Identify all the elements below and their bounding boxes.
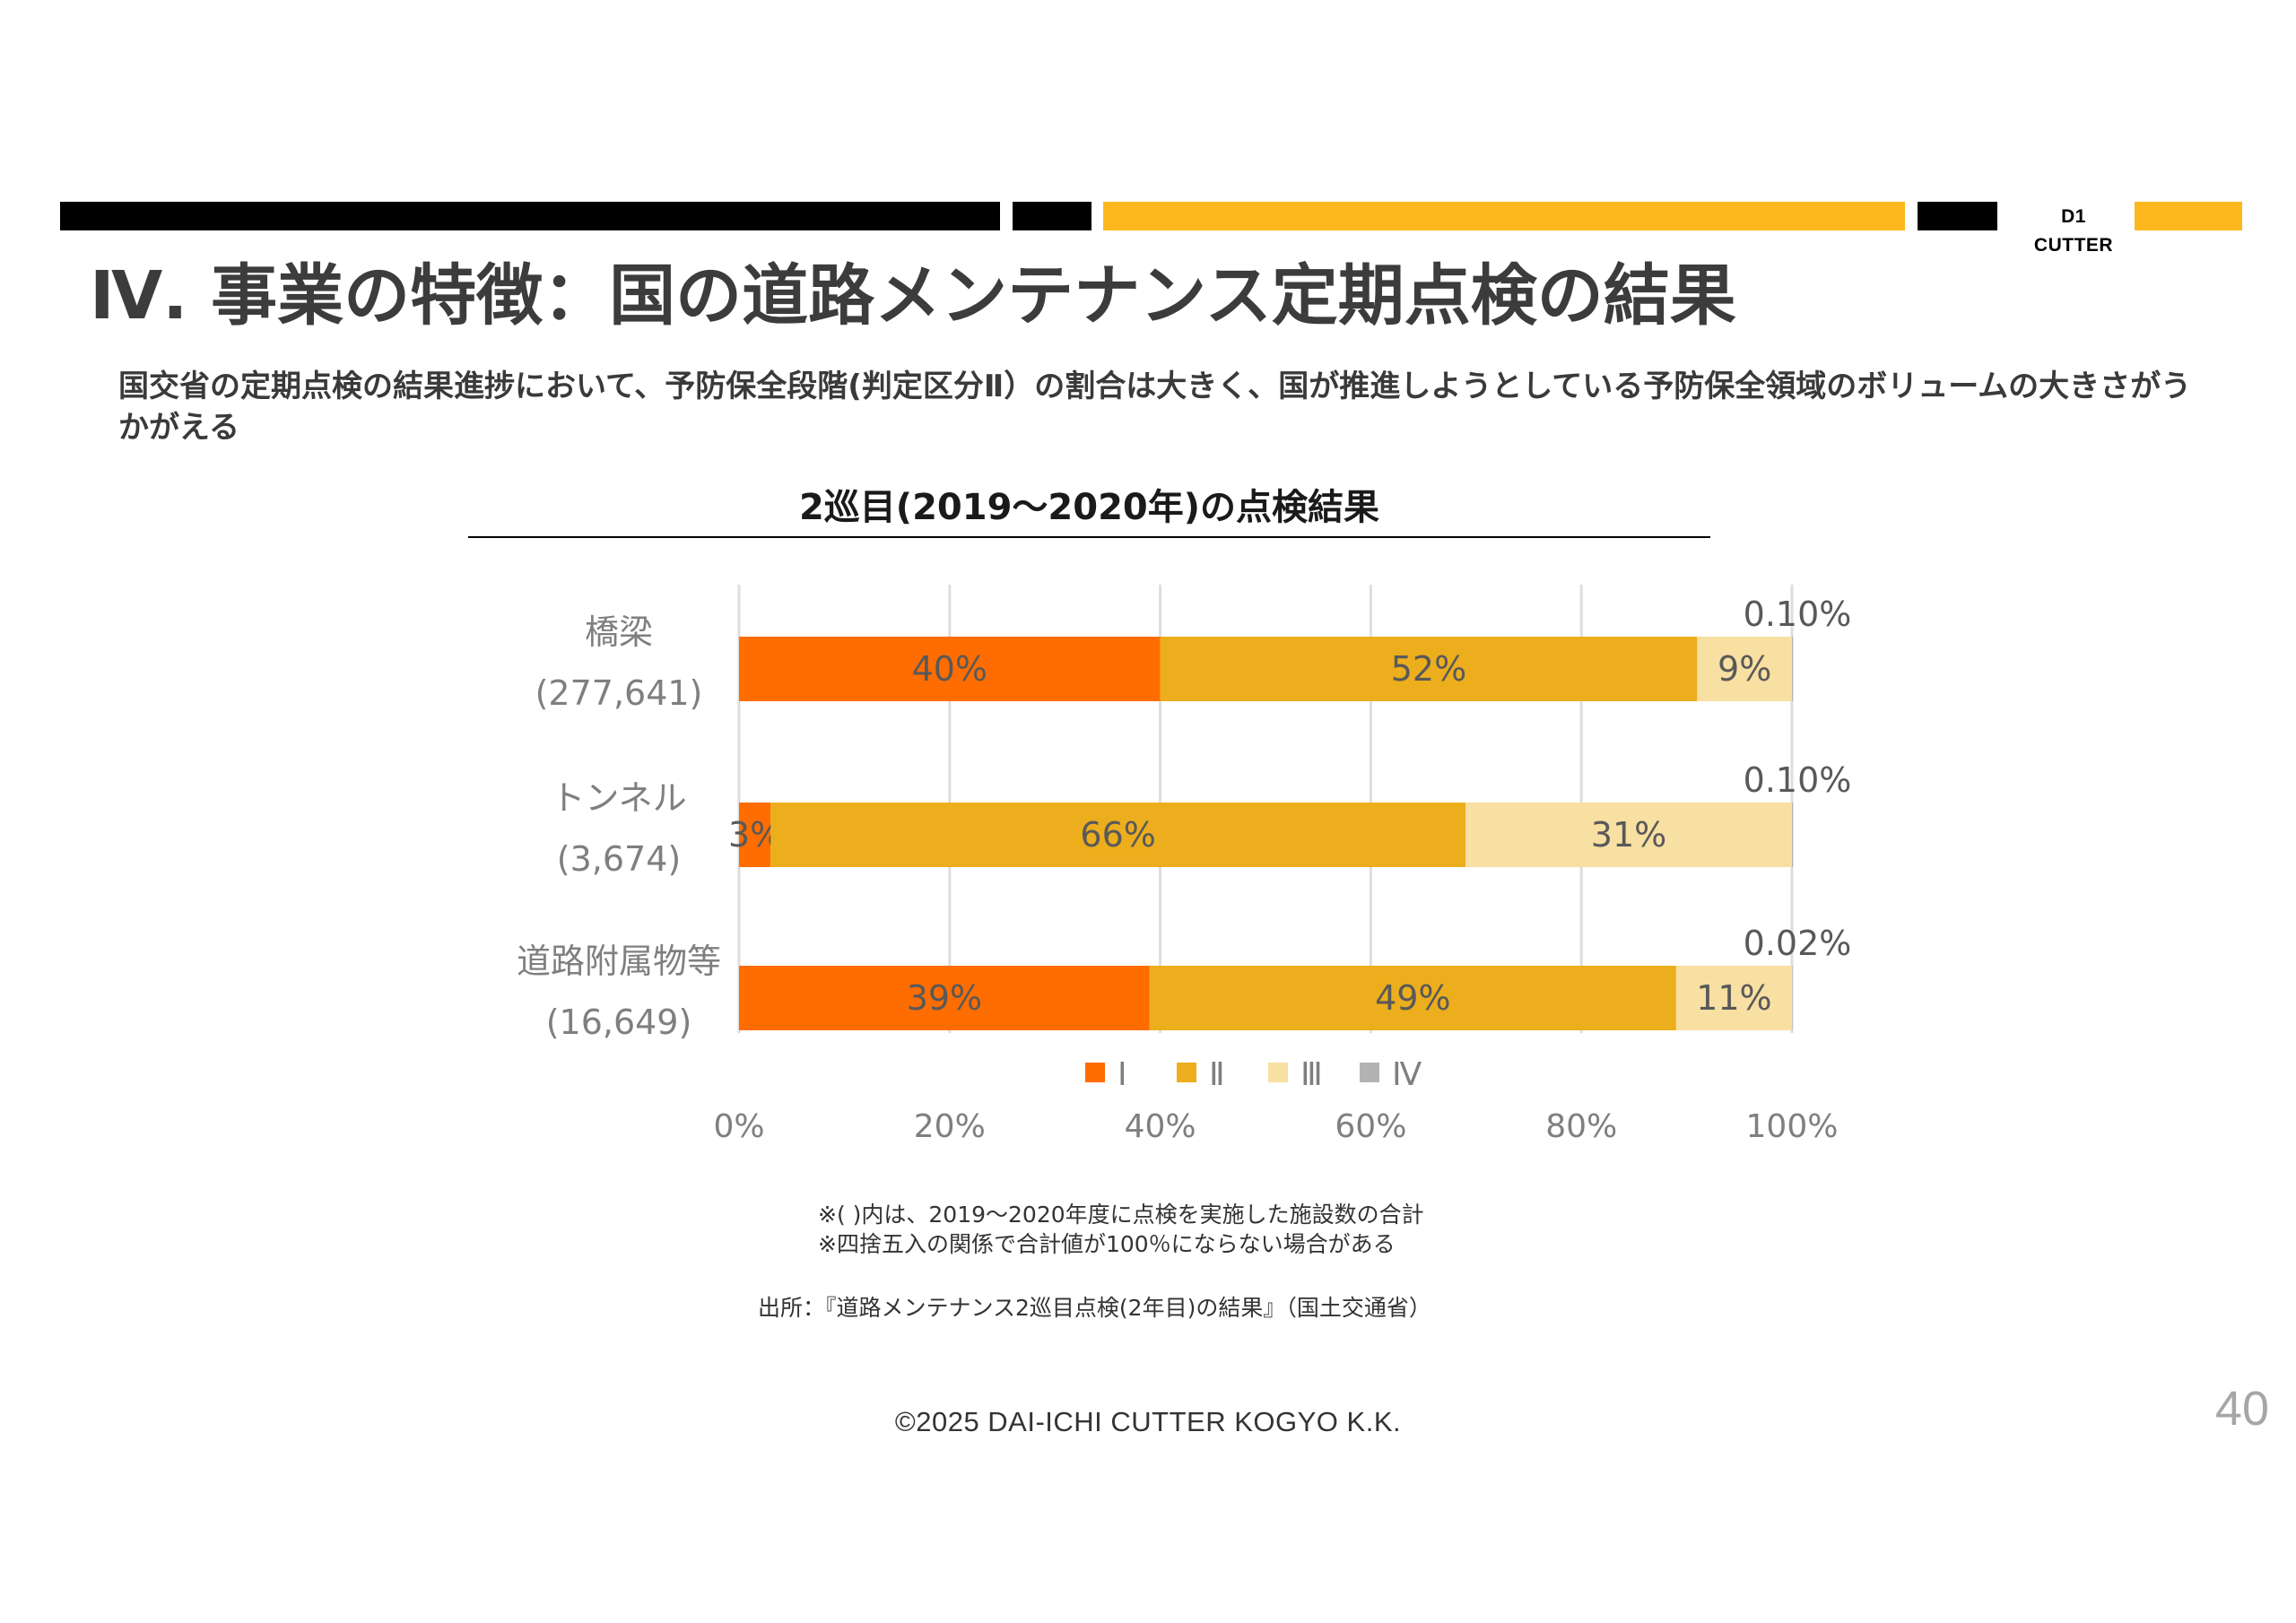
chart-title-underline [468, 536, 1710, 538]
legend-swatch [1268, 1063, 1288, 1082]
data-label: 9% [1718, 649, 1771, 689]
header-stripe-black-long [60, 202, 1000, 230]
data-label: 0.02% [1744, 924, 1852, 963]
category-label: 道路附属物等 [517, 942, 721, 981]
data-label: 66% [1080, 815, 1155, 855]
source-citation: 出所：『道路メンテナンス2巡目点検(2年目)の結果』（国土交通省） [758, 1295, 1431, 1321]
bar-segment [1697, 637, 1792, 701]
note-2: ※四捨五入の関係で合計値が100％にならない場合がある [818, 1231, 1396, 1257]
data-label: 31% [1591, 815, 1666, 855]
data-label: 0.10% [1744, 595, 1852, 634]
bar-segment [1792, 966, 1793, 1030]
bar-segment [1792, 803, 1794, 867]
x-tick-label: 80% [1545, 1108, 1617, 1145]
bar-segment [739, 637, 1161, 701]
legend-label: Ⅳ [1392, 1056, 1422, 1093]
bar-segment [739, 803, 771, 867]
legend-swatch [1177, 1063, 1196, 1082]
data-label: 0.10% [1744, 760, 1852, 800]
category-count: (16,649) [546, 1002, 692, 1042]
legend-swatch [1085, 1063, 1105, 1082]
data-label: 40% [912, 649, 987, 689]
bar-segment [1149, 966, 1676, 1030]
page-number: 40 [2214, 1382, 2269, 1436]
bar-segment [1465, 803, 1792, 867]
x-tick-label: 20% [914, 1108, 986, 1145]
bar-segment [770, 803, 1466, 867]
header-stripe-yellow-right [2135, 202, 2242, 230]
x-tick-label: 40% [1125, 1108, 1196, 1145]
lead-text: 国交省の定期点検の結果進捗において、予防保全段階(判定区分Ⅱ）の割合は大きく、国… [118, 369, 2192, 446]
header-stripe-black-short [1013, 202, 1091, 230]
legend-label: Ⅲ [1300, 1056, 1323, 1093]
bar-segment [1675, 966, 1792, 1030]
category-label: トンネル [551, 778, 686, 818]
data-label: 49% [1375, 978, 1450, 1018]
category-label: 橋梁 [585, 612, 653, 652]
x-tick-label: 60% [1335, 1108, 1406, 1145]
bar-segment [1792, 637, 1794, 701]
page-title: Ⅳ. 事業の特徴：国の道路メンテナンス定期点検の結果 [90, 257, 1736, 334]
header-stripe-black-right [1918, 202, 1997, 230]
x-tick-label: 100% [1746, 1108, 1839, 1145]
stacked-bar-chart: 0% 20% 40% 60% 80% 100% 40% 52% 9% 0.10% 橋梁 (277,64… [517, 585, 1852, 1145]
legend-swatch [1360, 1063, 1379, 1082]
legend-label: Ⅰ [1118, 1056, 1127, 1093]
chart-title: 2巡目(2019～2020年)の点検結果 [798, 487, 1380, 528]
x-tick-label: 0% [713, 1108, 764, 1145]
header-stripe-yellow-long [1103, 202, 1905, 230]
data-label: 52% [1391, 649, 1466, 689]
bar-segment [739, 966, 1150, 1030]
bar-segment [1160, 637, 1698, 701]
copyright: ©2025 DAI-ICHI CUTTER KOGYO K.K. [894, 1406, 1402, 1437]
brand-logo: D1 CUTTER [2033, 206, 2114, 256]
legend-label: Ⅱ [1209, 1056, 1225, 1093]
category-count: (277,641) [535, 673, 703, 713]
data-label: 11% [1696, 978, 1771, 1018]
data-label: 39% [907, 978, 982, 1018]
note-1: ※( )内は、2019～2020年度に点検を実施した施設数の合計 [818, 1202, 1424, 1228]
category-count: (3,674) [557, 839, 681, 879]
